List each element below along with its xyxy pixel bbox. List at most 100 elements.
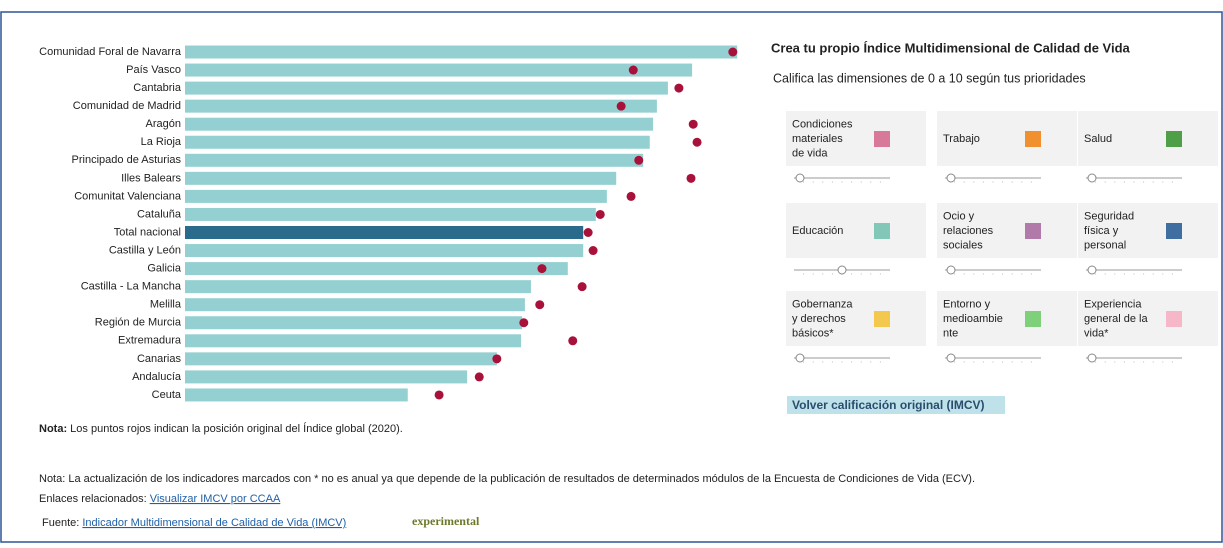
category-label: Comunitat Valenciana <box>74 190 182 202</box>
dimension-card <box>937 203 1077 258</box>
dimension-label: medioambie <box>943 313 1003 325</box>
source: Fuente: Indicador Multidimensional de Ca… <box>42 517 346 529</box>
category-label: Región de Murcia <box>95 317 182 329</box>
dimension-card <box>786 203 926 258</box>
reset-button[interactable] <box>787 396 1005 414</box>
category-label: Ceuta <box>152 389 182 401</box>
bar <box>185 45 738 59</box>
category-label: País Vasco <box>126 64 181 76</box>
dimension-label: relaciones <box>943 225 994 237</box>
category-label: La Rioja <box>141 136 182 148</box>
panel-subtitle: Califica las dimensiones de 0 a 10 según… <box>773 71 1086 85</box>
original-dot <box>686 173 696 183</box>
dimension-label: Gobernanza <box>792 298 853 310</box>
original-dot <box>616 101 626 111</box>
original-dot <box>492 354 502 364</box>
panel-title: Crea tu propio Índice Multidimensional d… <box>771 40 1131 55</box>
dimension-card <box>1078 111 1218 166</box>
category-label: Andalucía <box>132 371 182 383</box>
note-bold: Nota: <box>39 423 67 435</box>
dimension-label: Salud <box>1084 133 1112 145</box>
dimension-label: de vida <box>792 147 828 159</box>
related-link[interactable]: Visualizar IMCV por CCAA <box>150 493 281 505</box>
dimension-label: nte <box>943 327 958 339</box>
slider-knob[interactable] <box>946 265 956 275</box>
original-dot <box>626 191 636 201</box>
original-dot <box>474 372 484 382</box>
category-label: Aragón <box>146 118 181 130</box>
dimension-card <box>937 111 1077 166</box>
bar <box>185 298 525 312</box>
original-dot <box>634 155 644 165</box>
dimension-label: Trabajo <box>943 133 980 145</box>
dimension-swatch <box>1166 223 1182 239</box>
slider-knob[interactable] <box>946 353 956 363</box>
category-label: Canarias <box>137 353 182 365</box>
dimension-label: y derechos <box>792 313 846 325</box>
related: Enlaces relacionados: Visualizar IMCV po… <box>39 493 281 505</box>
dimension-label: vida* <box>1084 327 1109 339</box>
reset-button-label[interactable]: Volver calificación original (IMCV) <box>792 398 985 412</box>
bar <box>185 135 650 149</box>
slider-knob[interactable] <box>795 353 805 363</box>
category-label: Comunidad Foral de Navarra <box>39 46 182 58</box>
slider-knob[interactable] <box>1087 173 1097 183</box>
footer-note: Nota: La actualización de los indicadore… <box>39 473 975 485</box>
slider-knob[interactable] <box>837 265 847 275</box>
dimension-swatch <box>1025 131 1041 147</box>
dimension-label: Seguridad <box>1084 210 1134 222</box>
original-dot <box>688 119 698 129</box>
original-dot <box>583 228 593 237</box>
dimension-label: general de la <box>1084 313 1148 325</box>
dimension-swatch <box>1166 131 1182 147</box>
dimension-label: materiales <box>792 133 843 145</box>
slider-knob[interactable] <box>795 173 805 183</box>
dimension-swatch <box>1025 311 1041 327</box>
dimension-swatch <box>874 311 890 327</box>
category-label: Castilla y León <box>109 244 181 256</box>
dimension-swatch <box>1166 311 1182 327</box>
original-dot <box>728 47 738 57</box>
original-dot <box>595 209 605 219</box>
dimension-label: Experiencia <box>1084 298 1142 310</box>
note-text: Los puntos rojos indican la posición ori… <box>70 422 403 435</box>
slider-knob[interactable] <box>946 173 956 183</box>
original-dot <box>535 300 545 310</box>
original-dot <box>674 83 684 93</box>
category-label: Melilla <box>150 299 182 311</box>
slider-knob[interactable] <box>1087 353 1097 363</box>
original-dot <box>568 336 578 346</box>
original-dot <box>577 282 587 292</box>
original-dot <box>537 264 547 274</box>
dimension-swatch <box>874 131 890 147</box>
bar <box>185 189 607 203</box>
dimension-swatch <box>1025 223 1041 239</box>
original-dot <box>628 65 638 75</box>
dimension-label: Entorno y <box>943 298 991 310</box>
dimension-card <box>786 291 926 346</box>
category-label: Total nacional <box>114 226 181 238</box>
original-dot <box>588 246 598 256</box>
bar <box>185 99 657 113</box>
bar <box>185 280 531 294</box>
dimension-card <box>1078 203 1218 258</box>
related-label: Enlaces relacionados: <box>39 493 147 505</box>
bar <box>185 226 584 239</box>
dimension-label: Educación <box>792 225 843 237</box>
bar <box>185 334 522 348</box>
bar <box>185 316 523 330</box>
source-link[interactable]: Indicador Multidimensional de Calidad de… <box>82 517 346 529</box>
dimension-label: física y <box>1084 225 1119 237</box>
slider-knob[interactable] <box>1087 265 1097 275</box>
category-label: Castilla - La Mancha <box>81 281 182 293</box>
bar <box>185 262 568 276</box>
source-label: Fuente: <box>42 517 79 529</box>
logo: experimental <box>412 514 480 528</box>
category-label: Cataluña <box>137 208 182 220</box>
dimension-swatch <box>874 223 890 239</box>
category-label: Principado de Asturias <box>72 154 182 166</box>
category-label: Comunidad de Madrid <box>73 100 181 112</box>
bar <box>185 352 497 366</box>
